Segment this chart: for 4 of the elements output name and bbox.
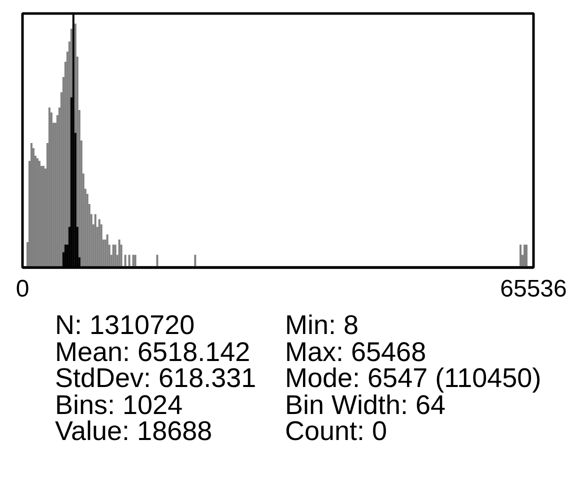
text: Count: 0 [285, 416, 388, 446]
x-tick-label: 65536 [500, 276, 567, 302]
x-tick-label: 0 [16, 276, 30, 302]
bar [520, 244, 522, 268]
